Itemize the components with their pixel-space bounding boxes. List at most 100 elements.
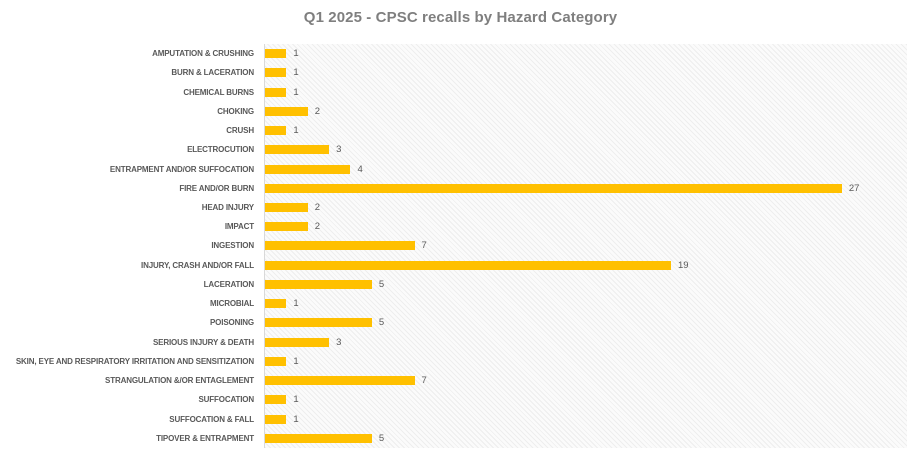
bar — [265, 222, 308, 232]
bar-track: 3 — [261, 333, 906, 352]
bar — [265, 395, 287, 405]
bar-track: 2 — [261, 217, 906, 236]
bar — [265, 414, 287, 424]
value-label: 1 — [293, 355, 299, 367]
bar-track: 5 — [261, 429, 906, 448]
category-label: SUFFOCATION — [198, 395, 254, 405]
chart-row: SUFFOCATION 1 — [0, 390, 906, 409]
chart-rows: AMPUTATION & CRUSHING 1 BURN & LACERATION 1… — [0, 44, 906, 448]
value-label: 5 — [378, 432, 385, 444]
value-label: 1 — [293, 86, 299, 98]
value-label: 1 — [293, 394, 299, 406]
chart-row: CHEMICAL BURNS 1 — [0, 82, 906, 101]
category-label: FIRE AND/OR BURN — [179, 183, 254, 193]
category-label: INJURY, CRASH AND/OR FALL — [141, 260, 254, 270]
category-label: SUFFOCATION & FALL — [169, 414, 254, 424]
category-label: ENTRAPMENT AND/OR SUFFOCATION — [109, 164, 254, 174]
value-label: 2 — [314, 201, 321, 213]
bar — [265, 68, 287, 78]
category-label: STRANGULATION &/OR ENTAGLEMENT — [105, 376, 254, 386]
chart-row: STRANGULATION &/OR ENTAGLEMENT 7 — [0, 371, 906, 390]
category-label: IMPACT — [224, 222, 254, 232]
bar-track: 1 — [261, 352, 906, 371]
category-label: SERIOUS INJURY & DEATH — [152, 337, 254, 347]
chart-row: POISONING 5 — [0, 313, 906, 332]
bar-track: 1 — [261, 294, 906, 313]
bar-track: 2 — [261, 198, 906, 217]
category-label: INGESTION — [211, 241, 254, 251]
category-label: BURN & LACERATION — [171, 68, 254, 78]
bar — [265, 241, 415, 251]
bar-track: 1 — [261, 121, 906, 140]
value-label: 1 — [293, 413, 299, 425]
bar-track: 3 — [261, 140, 906, 159]
category-label: CHEMICAL BURNS — [183, 87, 254, 97]
chart-row: HEAD INJURY 2 — [0, 198, 906, 217]
chart-row: LACERATION 5 — [0, 275, 906, 294]
value-label: 2 — [314, 105, 321, 117]
bar — [265, 145, 330, 155]
bar — [265, 183, 842, 193]
category-label: AMPUTATION & CRUSHING — [152, 49, 254, 59]
bar — [265, 376, 415, 386]
bar — [265, 337, 330, 347]
category-label: SKIN, EYE AND RESPIRATORY IRRITATION AND… — [15, 356, 254, 366]
bar — [265, 202, 308, 212]
category-label: LACERATION — [203, 279, 255, 289]
chart-row: SUFFOCATION & FALL 1 — [0, 409, 906, 428]
bar-track: 5 — [261, 275, 906, 294]
chart-row: AMPUTATION & CRUSHING 1 — [0, 44, 906, 63]
value-label: 19 — [677, 259, 689, 271]
category-label: CHOKING — [217, 106, 254, 116]
value-label: 3 — [336, 144, 342, 156]
chart-row: INGESTION 7 — [0, 236, 906, 255]
chart-row: FIRE AND/OR BURN 27 — [0, 179, 906, 198]
bar-track: 2 — [261, 102, 906, 121]
bar — [265, 164, 351, 174]
chart-row: SERIOUS INJURY & DEATH 3 — [0, 333, 906, 352]
chart-row: IMPACT 2 — [0, 217, 906, 236]
bar — [265, 126, 287, 136]
value-label: 1 — [293, 298, 299, 310]
category-label: TIPOVER & ENTRAPMENT — [156, 433, 254, 443]
bar-track: 5 — [261, 313, 906, 332]
chart-row: ELECTROCUTION 3 — [0, 140, 906, 159]
bar-track: 1 — [261, 63, 906, 82]
chart-title: Q1 2025 - CPSC recalls by Hazard Categor… — [303, 9, 618, 26]
chart-row: BURN & LACERATION 1 — [0, 63, 906, 82]
value-label: 2 — [314, 221, 321, 233]
bar — [265, 106, 308, 116]
bar-track: 1 — [261, 44, 906, 63]
chart-row: INJURY, CRASH AND/OR FALL 19 — [0, 256, 906, 275]
value-label: 1 — [293, 67, 299, 79]
bar-track: 1 — [261, 409, 906, 428]
bar — [265, 87, 287, 97]
value-label: 1 — [293, 48, 299, 60]
bar-track: 1 — [261, 82, 906, 101]
bar-track: 27 — [261, 179, 906, 198]
bar — [265, 279, 372, 289]
value-label: 3 — [336, 336, 342, 348]
category-label: POISONING — [210, 318, 254, 328]
bar-track: 19 — [261, 256, 906, 275]
category-label: ELECTROCUTION — [187, 145, 254, 155]
chart-row: TIPOVER & ENTRAPMENT 5 — [0, 429, 906, 448]
bar — [265, 356, 287, 366]
category-label: MICROBIAL — [210, 299, 254, 309]
bar — [265, 318, 372, 328]
bar-track: 7 — [261, 371, 906, 390]
bar-track: 1 — [261, 390, 906, 409]
value-label: 27 — [848, 182, 860, 194]
category-label: HEAD INJURY — [201, 202, 254, 212]
chart-row: SKIN, EYE AND RESPIRATORY IRRITATION AND… — [0, 352, 906, 371]
value-label: 7 — [421, 375, 427, 387]
value-label: 1 — [293, 125, 299, 137]
value-label: 5 — [378, 317, 385, 329]
bar — [265, 49, 287, 59]
chart-row: CHOKING 2 — [0, 102, 906, 121]
bar — [265, 260, 671, 270]
bar-track: 4 — [261, 159, 906, 178]
chart-row: CRUSH 1 — [0, 121, 906, 140]
chart-row: ENTRAPMENT AND/OR SUFFOCATION 4 — [0, 159, 906, 178]
